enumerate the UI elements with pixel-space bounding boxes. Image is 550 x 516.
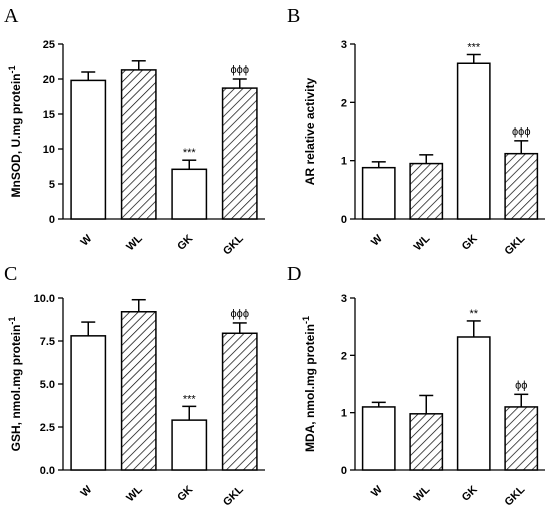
x-tick-label: GKL [221, 232, 246, 257]
x-tick-label: GK [175, 233, 195, 253]
y-tick-label: 25 [43, 39, 55, 51]
bar-w [361, 166, 396, 220]
x-tick-label: W [79, 483, 95, 499]
x-tick-label: GK [460, 233, 480, 253]
significance-label: ** [469, 308, 478, 320]
bar-wl [120, 69, 157, 220]
x-tick-label: WL [412, 483, 433, 504]
bar-gkl [504, 406, 539, 471]
bar-gk [456, 62, 491, 220]
chart-panel-c: C 0.0 2.5 5.0 7.5 10.0 GSH, nmol.mg protein-1 W… [4, 263, 265, 509]
chart-panel-b: B 0 1 2 3 AR relative activity W WL *** GK ϕϕϕ GKL [287, 5, 545, 258]
bar-w [70, 335, 107, 471]
y-axis-title-superscript: -1 [7, 65, 17, 73]
y-tick-label: 15 [43, 109, 55, 121]
y-tick-label: 0.0 [40, 465, 55, 477]
y-tick-label: 5.0 [40, 379, 55, 391]
bar-gkl [504, 152, 539, 220]
chart-panel-a: A 0 5 10 15 20 25 MnSOD, U.mg protein-1 W WL *** GK… [4, 5, 265, 258]
y-axis-title: MnSOD, U.mg protein-1 [7, 65, 23, 197]
panel-letter: D [287, 263, 301, 285]
significance-label: *** [183, 393, 197, 405]
y-tick-label: 7.5 [40, 336, 55, 348]
x-tick-label: WL [124, 232, 145, 253]
bar-w [70, 79, 107, 220]
y-tick-label: 0 [341, 465, 347, 477]
bar-wl [409, 162, 444, 220]
y-axis-title-text: MDA, nmol.mg protein [303, 324, 317, 452]
panel-letter: A [4, 5, 19, 27]
significance-label: ϕϕ [515, 379, 527, 391]
y-tick-label: 10.0 [34, 293, 55, 305]
x-tick-label: W [79, 232, 95, 248]
y-axis-title-superscript: -1 [7, 317, 17, 325]
y-tick-label: 1 [341, 408, 347, 420]
y-tick-label: 2.5 [40, 422, 55, 434]
x-tick-label: GKL [502, 483, 527, 508]
y-axis-title: AR relative activity [303, 77, 317, 185]
bar-gk [456, 336, 491, 471]
significance-label: *** [467, 42, 481, 54]
x-tick-label: W [369, 232, 385, 248]
y-axis-title-text: MnSOD, U.mg protein [9, 74, 23, 198]
y-tick-label: 0 [341, 214, 347, 226]
x-tick-label: GK [460, 484, 480, 504]
y-tick-label: 20 [43, 74, 55, 86]
significance-label: ϕϕϕ [231, 64, 249, 76]
bar-w [361, 406, 396, 471]
y-tick-label: 2 [341, 97, 347, 109]
y-axis-title: GSH, nmol.mg protein-1 [7, 317, 23, 452]
bar-wl [120, 311, 157, 471]
x-tick-label: WL [412, 232, 433, 253]
y-tick-label: 10 [43, 144, 55, 156]
bar-gkl [221, 332, 258, 471]
significance-label: *** [183, 147, 197, 159]
panel-letter: C [4, 263, 17, 285]
y-axis-title-text: AR relative activity [303, 77, 317, 185]
y-axis-title-text: GSH, nmol.mg protein [9, 325, 23, 452]
y-tick-label: 2 [341, 350, 347, 362]
x-tick-label: GK [175, 484, 195, 504]
y-tick-label: 5 [49, 179, 55, 191]
x-tick-label: W [369, 483, 385, 499]
bar-gk [171, 168, 208, 220]
y-axis-title-superscript: -1 [301, 316, 311, 324]
x-tick-label: GKL [502, 232, 527, 257]
bar-gkl [221, 87, 258, 220]
panel-letter: B [287, 5, 300, 27]
y-tick-label: 1 [341, 156, 347, 168]
y-tick-label: 3 [341, 39, 347, 51]
y-axis-title: MDA, nmol.mg protein-1 [301, 316, 317, 452]
significance-label: ϕϕϕ [231, 308, 249, 320]
bar-gk [171, 419, 208, 471]
x-tick-label: GKL [221, 483, 246, 508]
y-tick-label: 3 [341, 293, 347, 305]
x-tick-label: WL [124, 483, 145, 504]
bar-wl [409, 413, 444, 471]
y-tick-label: 0 [49, 214, 55, 226]
chart-panel-d: D 0 1 2 3 MDA, nmol.mg protein-1 W WL ** GK ϕϕ GKL [287, 263, 545, 509]
significance-label: ϕϕϕ [512, 126, 530, 138]
